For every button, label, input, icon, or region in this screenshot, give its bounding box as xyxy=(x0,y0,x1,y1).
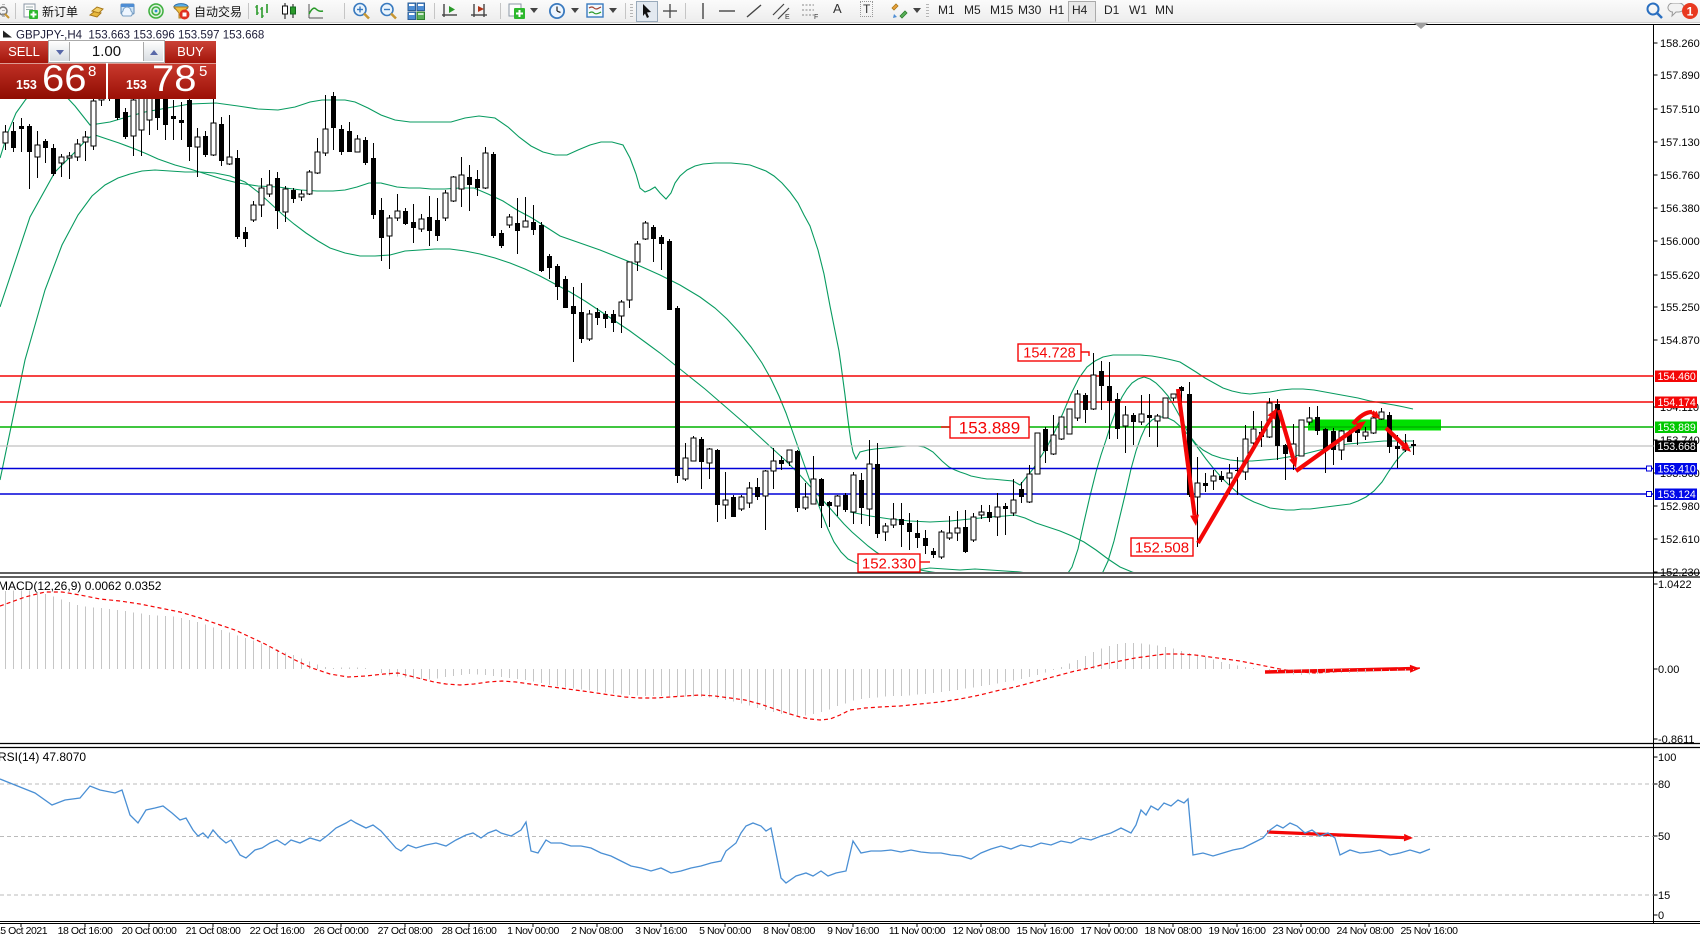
svg-text:24 Nov 08:00: 24 Nov 08:00 xyxy=(1336,925,1394,937)
svg-text:12 Nov 08:00: 12 Nov 08:00 xyxy=(952,925,1010,937)
svg-text:154.174: 154.174 xyxy=(1658,397,1696,409)
svg-text:157.890: 157.890 xyxy=(1660,70,1700,82)
svg-text:23 Nov 00:00: 23 Nov 00:00 xyxy=(1272,925,1330,937)
svg-text:154.870: 154.870 xyxy=(1660,335,1700,347)
svg-text:9 Nov 16:00: 9 Nov 16:00 xyxy=(827,925,879,937)
svg-text:158.260: 158.260 xyxy=(1660,38,1700,50)
svg-text:0: 0 xyxy=(1658,910,1664,922)
svg-text:154.460: 154.460 xyxy=(1658,371,1696,383)
svg-text:2 Nov 08:00: 2 Nov 08:00 xyxy=(571,925,623,937)
svg-text:18 Oct 16:00: 18 Oct 16:00 xyxy=(58,925,113,937)
svg-text:8 Nov 08:00: 8 Nov 08:00 xyxy=(763,925,815,937)
svg-text:153.889: 153.889 xyxy=(1658,422,1696,434)
svg-text:26 Oct 00:00: 26 Oct 00:00 xyxy=(314,925,369,937)
svg-text:-0.8611: -0.8611 xyxy=(1658,734,1695,746)
svg-text:15: 15 xyxy=(1658,890,1670,902)
svg-text:E: E xyxy=(785,14,790,21)
svg-text:100: 100 xyxy=(1658,752,1676,764)
svg-text:F: F xyxy=(814,14,818,21)
svg-text:152.508: 152.508 xyxy=(1135,539,1189,556)
svg-text:1 Nov 00:00: 1 Nov 00:00 xyxy=(507,925,559,937)
svg-text:3 Nov 16:00: 3 Nov 16:00 xyxy=(635,925,687,937)
svg-text:156.760: 156.760 xyxy=(1660,170,1700,182)
svg-text:152.980: 152.980 xyxy=(1660,501,1700,513)
svg-text:153.668: 153.668 xyxy=(1658,441,1696,453)
svg-text:153.124: 153.124 xyxy=(1658,489,1696,501)
svg-text:156.380: 156.380 xyxy=(1660,203,1700,215)
svg-text:50: 50 xyxy=(1658,831,1670,843)
svg-text:0.00: 0.00 xyxy=(1658,664,1679,676)
svg-text:5 Nov 00:00: 5 Nov 00:00 xyxy=(699,925,751,937)
svg-text:25 Nov 16:00: 25 Nov 16:00 xyxy=(1400,925,1458,937)
svg-text:80: 80 xyxy=(1658,779,1670,791)
svg-text:156.000: 156.000 xyxy=(1660,236,1700,248)
svg-text:27 Oct 08:00: 27 Oct 08:00 xyxy=(378,925,433,937)
svg-text:18 Nov 08:00: 18 Nov 08:00 xyxy=(1144,925,1202,937)
svg-text:21 Oct 08:00: 21 Oct 08:00 xyxy=(186,925,241,937)
svg-text:157.510: 157.510 xyxy=(1660,104,1700,116)
svg-text:22 Oct 16:00: 22 Oct 16:00 xyxy=(250,925,305,937)
svg-text:152.610: 152.610 xyxy=(1660,534,1700,546)
svg-text:153.889: 153.889 xyxy=(959,419,1020,438)
svg-text:20 Oct 00:00: 20 Oct 00:00 xyxy=(122,925,177,937)
svg-text:155.620: 155.620 xyxy=(1660,270,1700,282)
svg-text:1: 1 xyxy=(1687,5,1694,19)
svg-text:MACD(12,26,9) 0.0062 0.0352: MACD(12,26,9) 0.0062 0.0352 xyxy=(0,579,162,593)
svg-text:28 Oct 16:00: 28 Oct 16:00 xyxy=(442,925,497,937)
svg-text:154.728: 154.728 xyxy=(1023,346,1075,362)
svg-text:152.230: 152.230 xyxy=(1660,567,1700,579)
svg-text:153.410: 153.410 xyxy=(1658,463,1696,475)
svg-text:17 Nov 00:00: 17 Nov 00:00 xyxy=(1080,925,1138,937)
svg-text:15 Oct 2021: 15 Oct 2021 xyxy=(0,925,48,937)
svg-text:157.130: 157.130 xyxy=(1660,137,1700,149)
svg-text:RSI(14) 47.8070: RSI(14) 47.8070 xyxy=(0,750,86,764)
svg-text:GBPJPY-,H4 153.663 153.696 15: GBPJPY-,H4 153.663 153.696 153.597 153.6… xyxy=(16,30,264,42)
svg-text:11 Nov 00:00: 11 Nov 00:00 xyxy=(889,925,946,937)
svg-text:152.330: 152.330 xyxy=(862,555,916,572)
svg-text:1.0422: 1.0422 xyxy=(1658,579,1692,591)
svg-text:15 Nov 16:00: 15 Nov 16:00 xyxy=(1016,925,1074,937)
svg-text:19 Nov 16:00: 19 Nov 16:00 xyxy=(1208,925,1266,937)
svg-text:155.250: 155.250 xyxy=(1660,302,1700,314)
